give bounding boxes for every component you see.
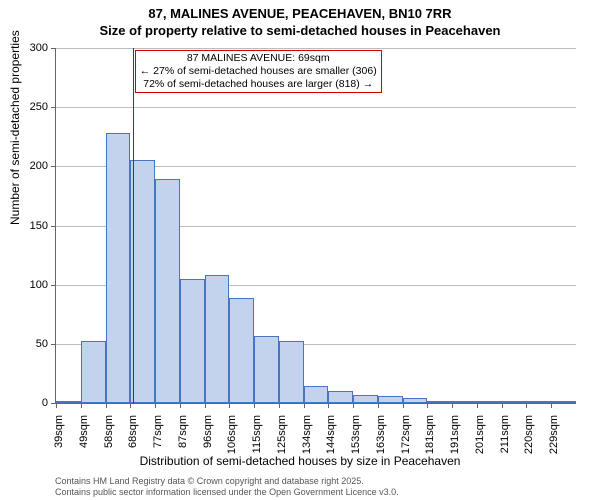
ytick-label: 100 xyxy=(18,279,48,291)
histogram-bar xyxy=(378,396,403,403)
annotation-smaller: ← 27% of semi-detached houses are smalle… xyxy=(140,65,377,78)
xtick-label: 96sqm xyxy=(202,415,214,448)
chart-area: 05010015020025030087 MALINES AVENUE: 69s… xyxy=(55,48,575,403)
marker-line xyxy=(133,48,134,403)
xtick-label: 181sqm xyxy=(424,415,436,454)
gridline xyxy=(56,107,576,108)
histogram-bar xyxy=(155,179,180,403)
xtick-label: 229sqm xyxy=(548,415,560,454)
histogram-bar xyxy=(229,298,254,403)
xtick-label: 191sqm xyxy=(449,415,461,454)
xtick-label: 58sqm xyxy=(103,415,115,448)
histogram-bar xyxy=(81,341,106,403)
histogram-bar xyxy=(106,133,131,403)
xtick-label: 163sqm xyxy=(375,415,387,454)
ytick-label: 300 xyxy=(18,42,48,54)
xtick-label: 115sqm xyxy=(251,415,263,453)
histogram-bar xyxy=(328,391,353,403)
histogram-bar xyxy=(205,275,230,403)
histogram-bar xyxy=(452,401,477,403)
y-axis-label: Number of semi-detached properties xyxy=(8,30,22,225)
histogram-bar xyxy=(551,401,576,403)
histogram-bar xyxy=(526,401,551,403)
footer-line1: Contains HM Land Registry data © Crown c… xyxy=(55,476,399,487)
ytick-label: 0 xyxy=(18,397,48,409)
xtick-label: 68sqm xyxy=(127,415,139,448)
histogram-bar xyxy=(304,386,329,403)
x-axis-label: Distribution of semi-detached houses by … xyxy=(0,454,600,468)
ytick-label: 150 xyxy=(18,220,48,232)
histogram-bar xyxy=(56,401,81,403)
gridline xyxy=(56,48,576,49)
xtick-label: 49sqm xyxy=(78,415,90,448)
xtick-label: 39sqm xyxy=(53,415,65,448)
histogram-bar xyxy=(502,401,527,403)
ytick-label: 50 xyxy=(18,338,48,350)
ytick-label: 250 xyxy=(18,101,48,113)
xtick-label: 144sqm xyxy=(325,415,337,454)
histogram-bar xyxy=(180,279,205,403)
xtick-label: 220sqm xyxy=(523,415,535,454)
histogram-bar xyxy=(254,336,279,403)
xtick-label: 77sqm xyxy=(152,415,164,448)
xtick-label: 153sqm xyxy=(350,415,362,454)
annotation-larger: 72% of semi-detached houses are larger (… xyxy=(140,78,377,91)
xtick-label: 172sqm xyxy=(400,415,412,454)
plot-region: 05010015020025030087 MALINES AVENUE: 69s… xyxy=(55,48,576,404)
histogram-bar xyxy=(477,401,502,403)
chart-subtitle: Size of property relative to semi-detach… xyxy=(0,23,600,38)
histogram-bar xyxy=(279,341,304,403)
histogram-bar xyxy=(403,398,428,403)
xtick-label: 134sqm xyxy=(301,415,313,454)
footer-attribution: Contains HM Land Registry data © Crown c… xyxy=(55,476,399,498)
annotation-title: 87 MALINES AVENUE: 69sqm xyxy=(140,52,377,65)
xtick-label: 211sqm xyxy=(499,415,511,453)
ytick-label: 200 xyxy=(18,160,48,172)
histogram-bar xyxy=(427,401,452,403)
xtick-label: 125sqm xyxy=(276,415,288,454)
footer-line2: Contains public sector information licen… xyxy=(55,487,399,498)
xtick-label: 87sqm xyxy=(177,415,189,448)
chart-title: 87, MALINES AVENUE, PEACEHAVEN, BN10 7RR xyxy=(0,0,600,23)
xtick-label: 201sqm xyxy=(474,415,486,454)
xtick-label: 106sqm xyxy=(226,415,238,454)
histogram-bar xyxy=(353,395,378,403)
histogram-bar xyxy=(130,160,155,403)
annotation-box: 87 MALINES AVENUE: 69sqm← 27% of semi-de… xyxy=(135,50,382,93)
